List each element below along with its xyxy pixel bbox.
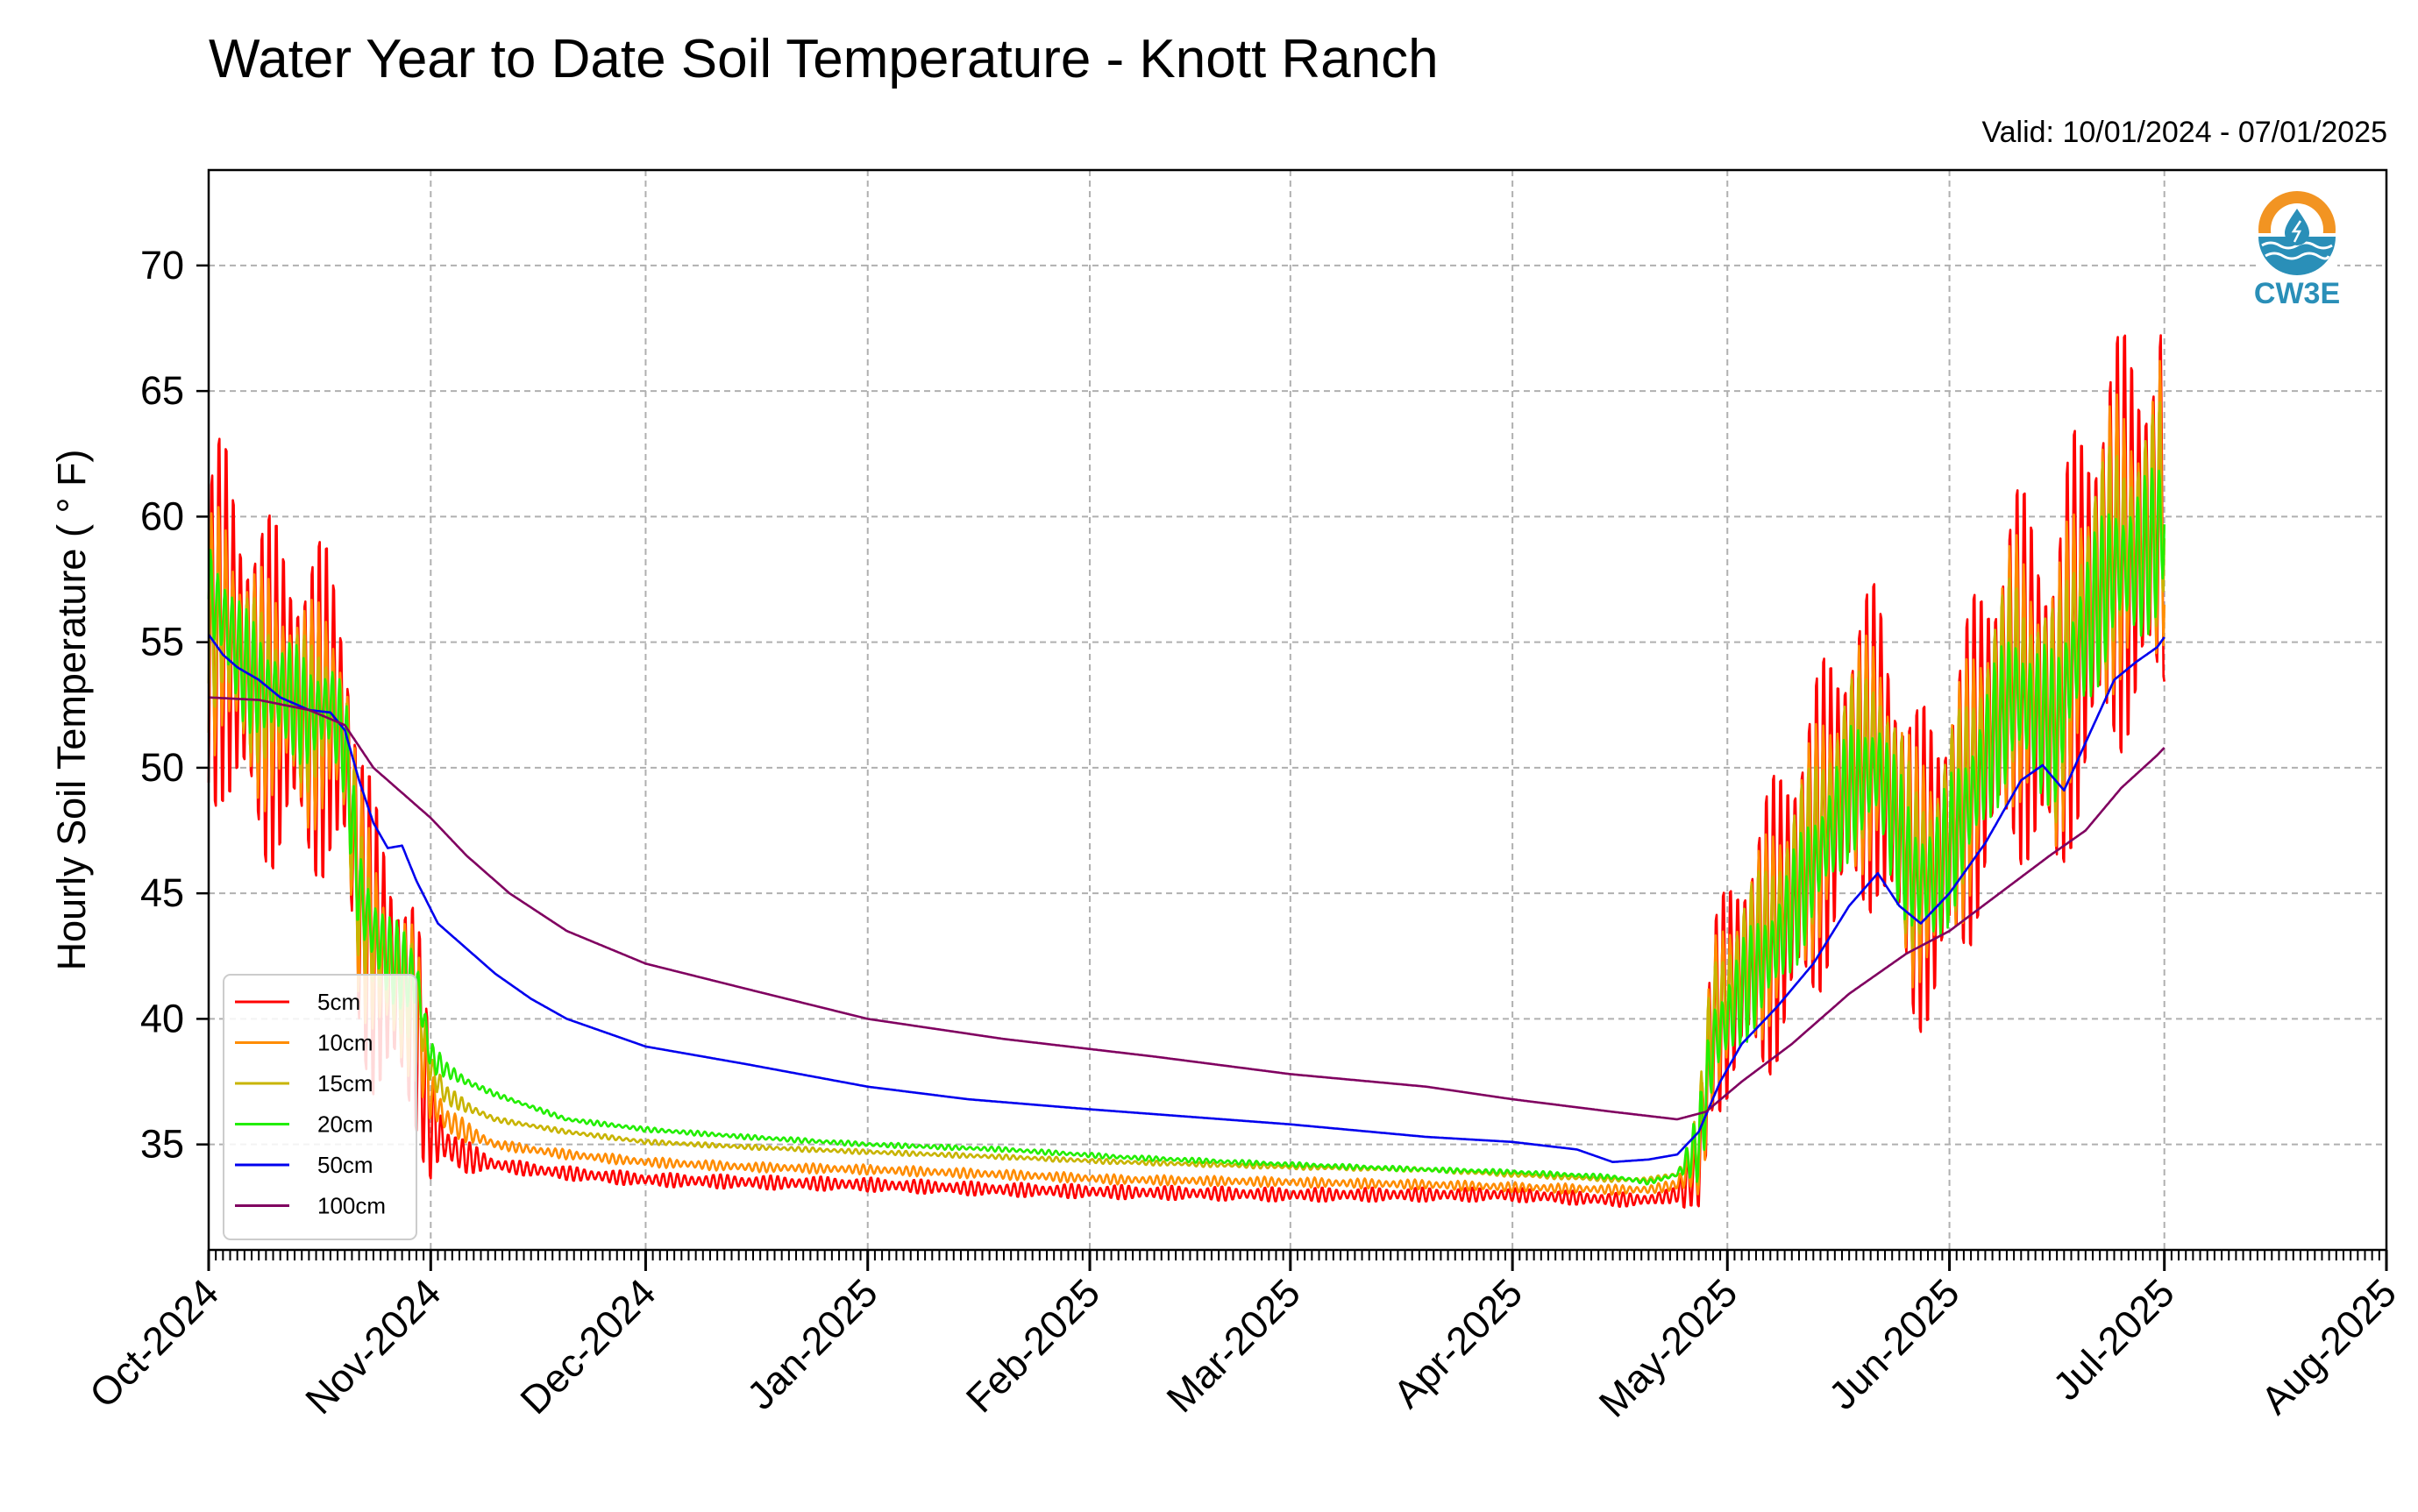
- series-line-20cm: [207, 467, 2166, 1186]
- y-axis-label: Hourly Soil Temperature ( ° F): [49, 450, 94, 971]
- logo-text: CW3E: [2254, 277, 2340, 310]
- legend-label-50cm: 50cm: [317, 1152, 373, 1178]
- y-tick-label: 40: [140, 996, 184, 1040]
- x-tick-label: Jan-2025: [738, 1270, 886, 1418]
- grid: [209, 170, 2386, 1250]
- x-tick-labels: Oct-2024 Nov-2024 Dec-2024 Jan-2025 Feb-2025…: [81, 1270, 2405, 1426]
- y-tick-label: 55: [140, 620, 184, 664]
- series-line-15cm: [207, 401, 2166, 1186]
- x-tick-label: Jul-2025: [2045, 1270, 2183, 1409]
- x-tick-label: Nov-2024: [296, 1270, 449, 1423]
- series-line-5cm: [207, 334, 2166, 1209]
- x-tick-label: Feb-2025: [957, 1270, 1108, 1421]
- x-tick-label: Dec-2024: [511, 1270, 664, 1423]
- y-tick-label: 70: [140, 243, 184, 287]
- x-tick-label: Oct-2024: [81, 1270, 227, 1416]
- legend-label-10cm: 10cm: [317, 1030, 373, 1056]
- cw3e-logo: CW3E: [2254, 191, 2340, 310]
- chart-subtitle: Valid: 10/01/2024 - 07/01/2025: [1981, 116, 2387, 149]
- y-tick-label: 65: [140, 368, 184, 413]
- y-tick-labels: 35 40 45 50 55 60 65 70: [140, 243, 184, 1167]
- x-minor-ticks: [208, 1250, 2387, 1260]
- x-tick-label: Jun-2025: [1820, 1270, 1968, 1418]
- axis-ticks: [196, 264, 2388, 1271]
- series-group: [207, 334, 2166, 1209]
- legend: 5cm 10cm 15cm 20cm 50cm 100cm: [223, 974, 417, 1240]
- x-tick-label: May-2025: [1590, 1270, 1746, 1426]
- x-tick-label: Apr-2025: [1384, 1270, 1531, 1416]
- x-tick-label: Mar-2025: [1158, 1270, 1309, 1421]
- y-tick-label: 45: [140, 870, 184, 915]
- y-tick-label: 35: [140, 1122, 184, 1167]
- legend-label-20cm: 20cm: [317, 1111, 373, 1138]
- legend-label-100cm: 100cm: [317, 1193, 386, 1219]
- legend-label-15cm: 15cm: [317, 1070, 373, 1097]
- series-line-50cm: [207, 634, 2166, 1163]
- y-tick-label: 60: [140, 493, 184, 538]
- chart-title: Water Year to Date Soil Temperature - Kn…: [209, 29, 1439, 89]
- x-tick-label: Aug-2025: [2252, 1270, 2405, 1423]
- legend-box: [223, 974, 417, 1240]
- y-tick-label: 50: [140, 745, 184, 790]
- legend-label-5cm: 5cm: [317, 989, 360, 1015]
- series-line-100cm: [208, 696, 2166, 1121]
